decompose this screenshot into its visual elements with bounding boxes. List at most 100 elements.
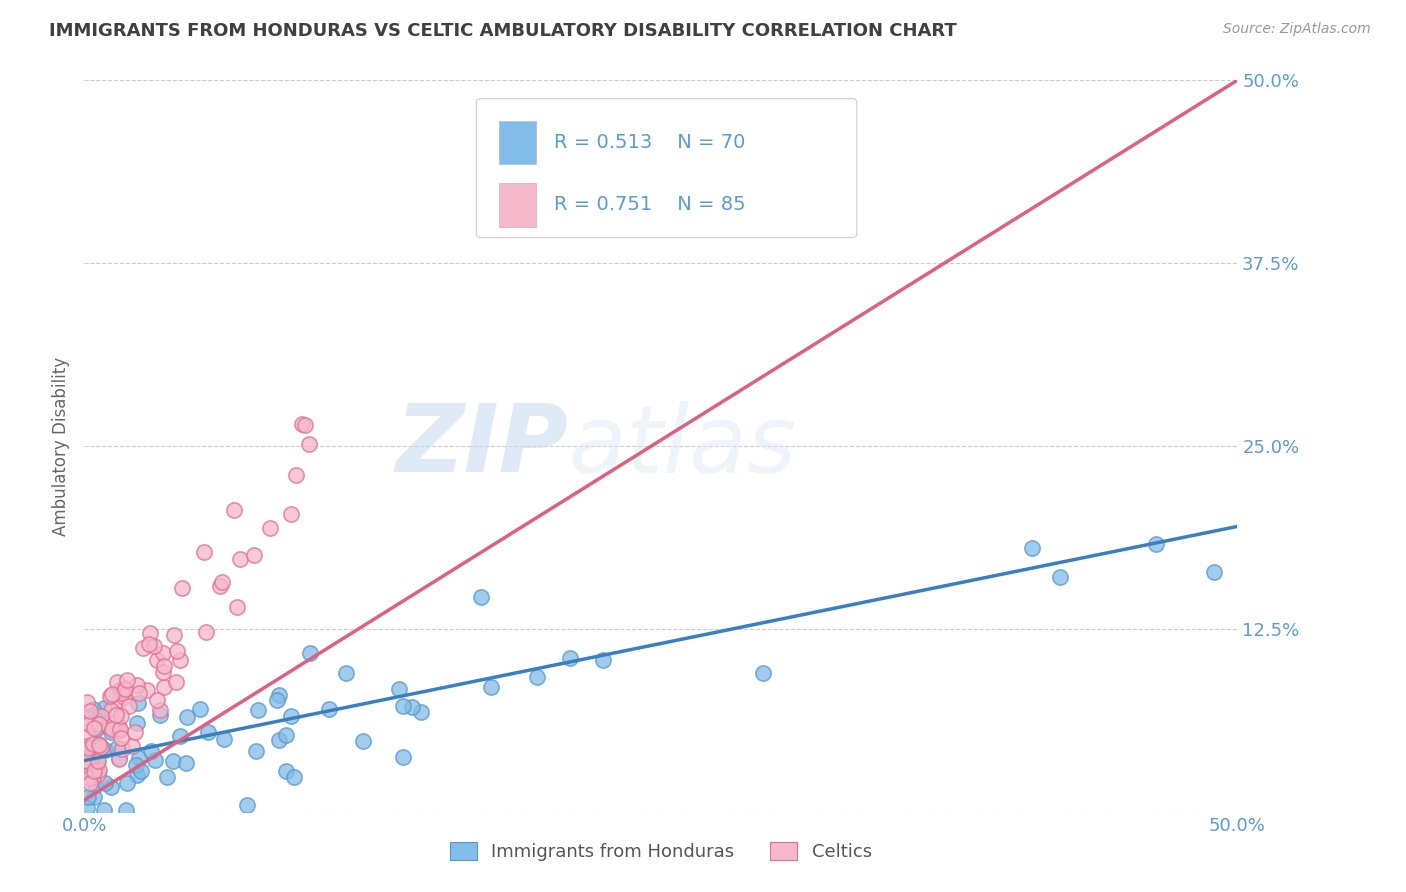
Point bbox=[143, 639, 166, 653]
Point bbox=[169, 730, 191, 744]
Point bbox=[89, 763, 111, 777]
Point bbox=[115, 803, 138, 817]
Point bbox=[118, 699, 141, 714]
Point bbox=[80, 764, 103, 779]
Point bbox=[280, 507, 302, 521]
Point bbox=[139, 744, 162, 758]
Point bbox=[87, 708, 110, 723]
Point bbox=[125, 758, 148, 772]
Point bbox=[76, 801, 98, 815]
Point bbox=[77, 741, 100, 756]
Point bbox=[77, 789, 100, 804]
Point bbox=[84, 722, 107, 736]
Point bbox=[285, 468, 308, 483]
Point bbox=[87, 754, 110, 768]
Point bbox=[89, 742, 111, 756]
Point bbox=[146, 653, 169, 667]
Point bbox=[107, 718, 129, 732]
Point bbox=[245, 744, 267, 758]
FancyBboxPatch shape bbox=[499, 120, 536, 164]
Point bbox=[93, 700, 115, 714]
Point bbox=[86, 755, 108, 769]
Point bbox=[87, 766, 110, 780]
Point bbox=[267, 688, 290, 702]
Point bbox=[76, 711, 98, 725]
Point bbox=[108, 693, 131, 707]
Point bbox=[117, 673, 139, 687]
Point bbox=[212, 732, 235, 747]
Point bbox=[193, 545, 215, 559]
Point bbox=[479, 680, 502, 694]
Point bbox=[100, 690, 122, 704]
Point bbox=[401, 700, 423, 714]
Point bbox=[127, 696, 149, 710]
Point bbox=[89, 739, 111, 753]
Point bbox=[100, 780, 122, 794]
Point bbox=[101, 686, 124, 700]
Point bbox=[592, 653, 614, 667]
Point bbox=[209, 579, 232, 593]
Point bbox=[558, 651, 581, 665]
FancyBboxPatch shape bbox=[477, 98, 856, 237]
Point bbox=[127, 767, 149, 781]
Point bbox=[100, 703, 122, 717]
Point bbox=[110, 731, 132, 745]
Point bbox=[94, 776, 117, 790]
Point bbox=[82, 737, 104, 751]
Point bbox=[105, 741, 128, 756]
Point bbox=[125, 678, 148, 692]
Point bbox=[76, 754, 98, 768]
Point bbox=[105, 674, 128, 689]
Point bbox=[76, 750, 98, 764]
Point bbox=[76, 747, 98, 762]
Point bbox=[108, 683, 131, 698]
Point bbox=[80, 750, 103, 764]
Point bbox=[83, 770, 105, 784]
Point bbox=[83, 764, 105, 779]
Point bbox=[90, 740, 112, 755]
Point bbox=[149, 707, 172, 722]
Point bbox=[174, 756, 197, 770]
Point bbox=[108, 722, 131, 736]
Legend: Immigrants from Honduras, Celtics: Immigrants from Honduras, Celtics bbox=[443, 835, 879, 869]
Point bbox=[149, 703, 172, 717]
Point bbox=[128, 751, 150, 765]
Point bbox=[266, 693, 288, 707]
Text: R = 0.513    N = 70: R = 0.513 N = 70 bbox=[554, 133, 745, 152]
Point bbox=[87, 737, 110, 751]
Point bbox=[1144, 537, 1167, 551]
Point bbox=[146, 693, 169, 707]
Point bbox=[259, 521, 281, 535]
Point bbox=[111, 741, 134, 756]
Point bbox=[132, 640, 155, 655]
Point bbox=[90, 709, 112, 723]
Point bbox=[79, 704, 101, 718]
Point bbox=[165, 674, 187, 689]
Point bbox=[101, 722, 124, 736]
Point bbox=[318, 701, 340, 715]
Point bbox=[267, 733, 290, 747]
Point bbox=[188, 701, 211, 715]
Point bbox=[211, 574, 233, 589]
Point bbox=[83, 789, 105, 804]
Point bbox=[108, 724, 131, 739]
Point bbox=[176, 710, 198, 724]
Point bbox=[139, 625, 162, 640]
Point bbox=[83, 746, 105, 760]
Point bbox=[152, 665, 174, 680]
Point bbox=[104, 715, 127, 730]
Point bbox=[114, 682, 136, 697]
Point bbox=[143, 753, 166, 767]
Point bbox=[162, 754, 184, 768]
Point bbox=[752, 665, 775, 680]
Point bbox=[195, 624, 218, 639]
Point bbox=[156, 770, 179, 784]
Point bbox=[163, 628, 186, 642]
Point bbox=[105, 707, 128, 722]
Point bbox=[1204, 565, 1226, 579]
Point bbox=[82, 702, 104, 716]
Point bbox=[294, 418, 316, 433]
Point bbox=[79, 740, 101, 755]
Point bbox=[1021, 541, 1043, 555]
Point bbox=[79, 717, 101, 731]
